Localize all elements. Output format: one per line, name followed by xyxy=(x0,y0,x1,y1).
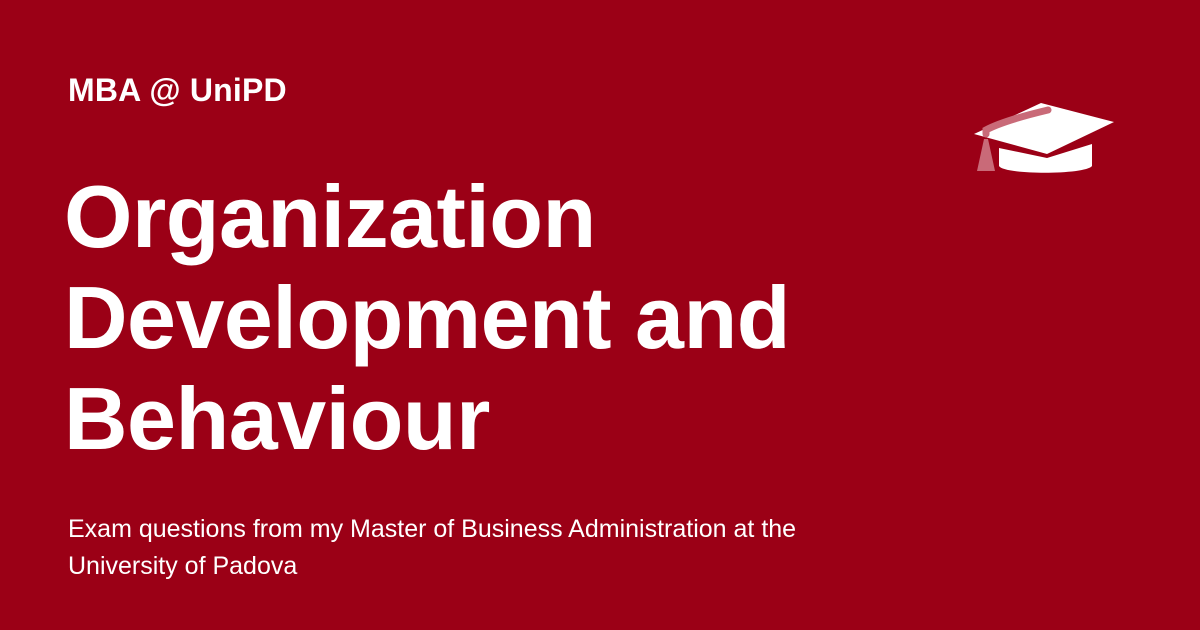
description-line-2: University of Padova xyxy=(68,552,298,580)
title-line-3: Behaviour xyxy=(64,369,490,468)
page-title: Organization Development and Behaviour xyxy=(64,166,924,469)
title-line-2: Development and xyxy=(64,268,790,367)
page-description: Exam questions from my Master of Busines… xyxy=(68,511,968,585)
description-line-1: Exam questions from my Master of Busines… xyxy=(68,515,797,543)
graduation-cap-icon xyxy=(972,100,1117,175)
title-line-1: Organization xyxy=(64,167,596,266)
site-label: MBA @ UniPD xyxy=(68,72,287,108)
